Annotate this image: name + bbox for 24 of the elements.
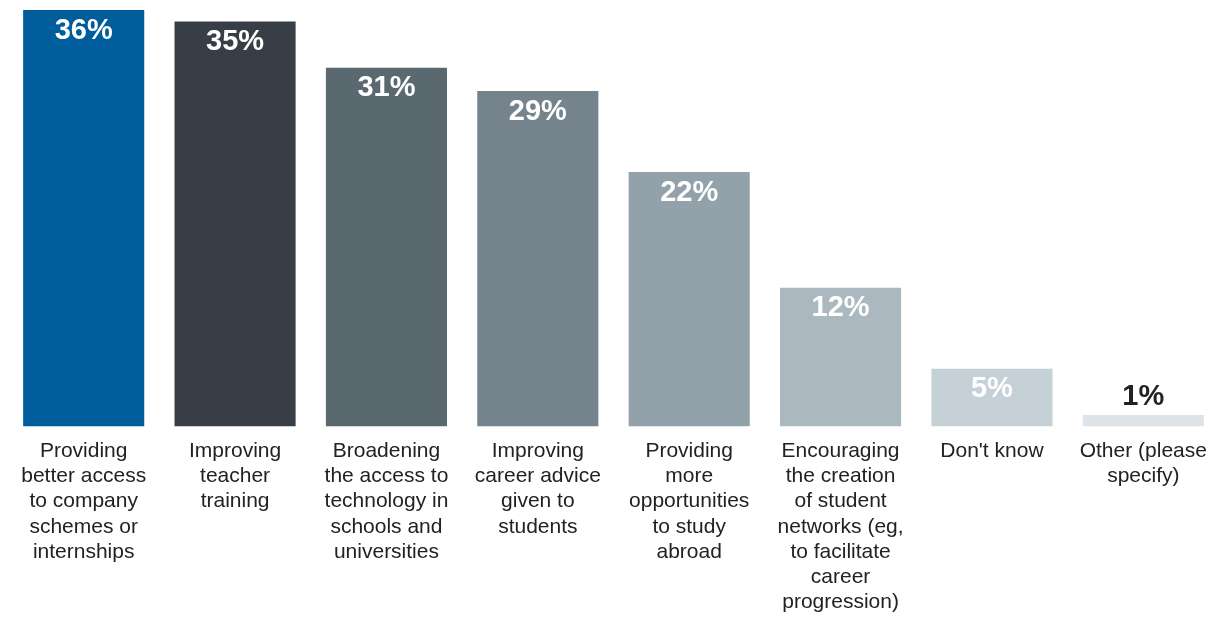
- x-tick-label: Broadening the access to technology in schools and universities: [324, 438, 449, 562]
- x-tick-label: Improving career advice given to students: [474, 438, 601, 537]
- bar: [174, 21, 296, 427]
- data-label: 35%: [206, 24, 265, 57]
- data-label: 22%: [660, 174, 719, 207]
- data-label: 36%: [54, 12, 113, 45]
- bar: [1082, 415, 1204, 427]
- data-label: 5%: [970, 371, 1014, 404]
- data-label: 29%: [508, 93, 568, 126]
- bar: [780, 287, 902, 427]
- x-tick-label: Providing better access to company schemes or internships: [21, 438, 147, 562]
- bar: [23, 10, 145, 427]
- x-tick-label: Don't know: [940, 438, 1045, 461]
- bar: [477, 91, 599, 427]
- x-tick-label: Improving teacher training: [188, 438, 282, 512]
- bar: [628, 172, 750, 427]
- x-tick-label: Providing more opportunities to study abroad: [629, 438, 750, 562]
- bar: [325, 67, 447, 427]
- data-label: 1%: [1122, 378, 1165, 411]
- x-tick-label: Other (please specify): [1079, 438, 1207, 487]
- data-label: 31%: [357, 70, 416, 103]
- data-label: 12%: [811, 290, 870, 323]
- x-tick-label: Encouraging the creation of student networks (eg, to facilitate career progression): [777, 438, 904, 613]
- bar: [931, 368, 1053, 427]
